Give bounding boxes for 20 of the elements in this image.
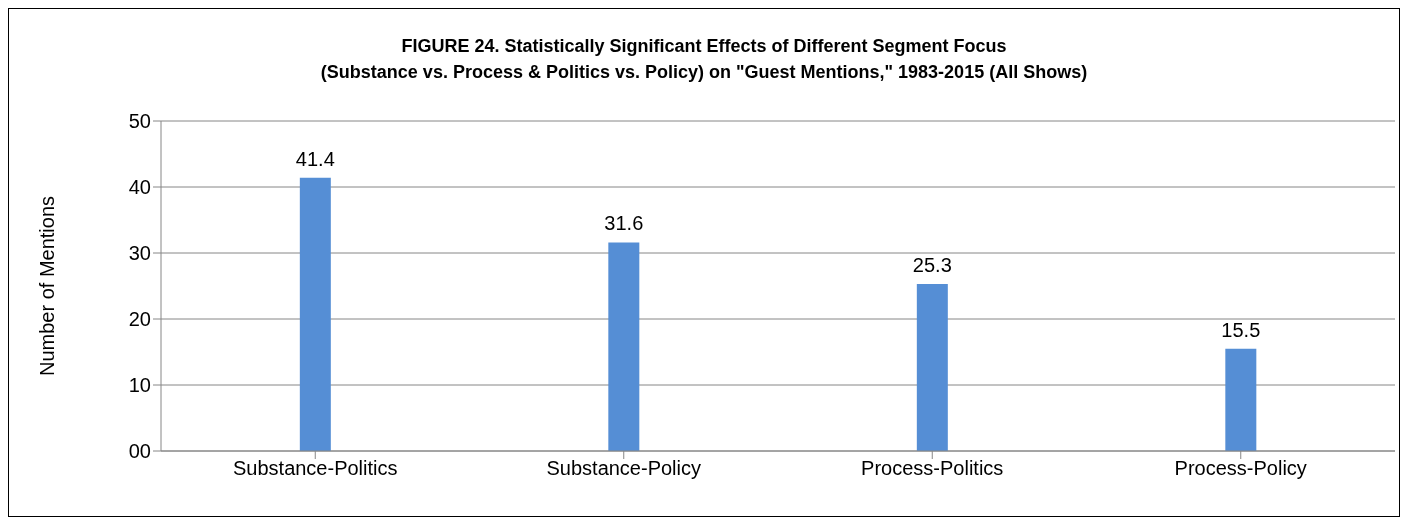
y-tick-label: 30: [128, 242, 151, 265]
y-tick-label: 10: [128, 374, 151, 397]
bar: [1225, 348, 1257, 451]
chart-title: FIGURE 24. Statistically Significant Effects of Different Segment Focus (Substance vs. Process & Politics vs. Policy) on "Guest Mentions," 1983-2015 (All Shows): [319, 35, 1089, 84]
x-tick-label: Process-Politics: [861, 457, 1004, 480]
y-tick-label: 20: [128, 308, 151, 331]
data-label: 25.3: [912, 254, 952, 277]
bar: [299, 177, 331, 451]
y-tick-label: 50: [128, 110, 151, 133]
bar: [916, 284, 948, 451]
data-label: 15.5: [1221, 318, 1261, 341]
x-tick-label: Substance-Politics: [232, 457, 398, 480]
x-tick-label: Substance-Policy: [546, 457, 702, 480]
x-tick-label: Process-Policy: [1174, 457, 1307, 480]
bar: [608, 242, 640, 451]
data-label: 41.4: [295, 147, 335, 170]
y-tick-label: 00: [128, 440, 151, 463]
data-label: 31.6: [604, 212, 644, 235]
y-axis-title: Number of Mentions: [36, 195, 59, 377]
y-tick-label: 40: [128, 176, 151, 199]
